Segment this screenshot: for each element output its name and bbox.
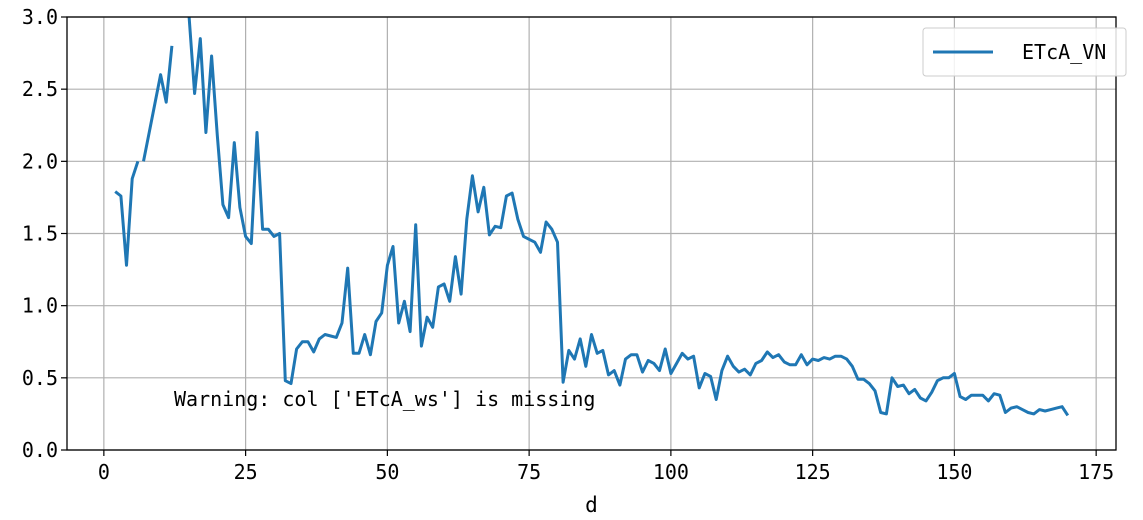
x-tick-label: 150 [936,460,972,484]
y-tick-label: 1.5 [22,222,58,246]
y-tick-label: 0.5 [22,366,58,390]
x-tick-label: 175 [1078,460,1114,484]
y-axis: 0.0 0.5 1.0 1.5 2.0 2.5 3.0 [22,5,67,462]
series-line [187,17,1070,417]
warning-annotation: Warning: col ['ETcA_ws'] is missing [174,387,595,411]
series-line [114,160,140,267]
legend-box [922,27,1127,77]
x-axis: 0 25 50 75 100 125 150 175 [98,450,1114,484]
x-tick-label: 125 [795,460,831,484]
y-tick-label: 2.0 [22,149,58,173]
x-tick-label: 0 [98,460,110,484]
x-tick-label: 100 [653,460,689,484]
legend: ETcA_VN [922,27,1127,77]
series-lines [114,17,1070,417]
x-tick-label: 25 [234,460,258,484]
legend-entry: ETcA_VN [1022,40,1106,64]
x-tick-label: 50 [375,460,399,484]
x-axis-label: d [585,493,598,517]
series-line [142,45,174,162]
y-tick-label: 3.0 [22,5,58,29]
y-tick-label: 1.0 [22,294,58,318]
y-tick-label: 0.0 [22,438,58,462]
y-tick-label: 2.5 [22,77,58,101]
x-tick-label: 75 [517,460,541,484]
